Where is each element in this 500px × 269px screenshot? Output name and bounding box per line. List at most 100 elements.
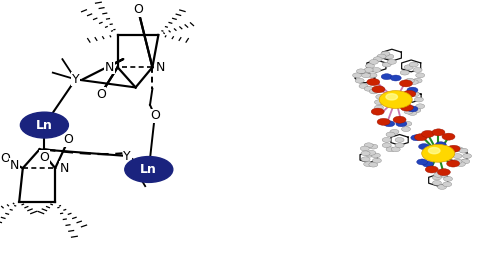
Circle shape [356, 69, 366, 74]
Circle shape [413, 78, 422, 83]
Circle shape [453, 159, 462, 164]
Circle shape [408, 111, 417, 115]
Circle shape [384, 121, 395, 127]
Circle shape [381, 74, 392, 80]
Circle shape [409, 80, 418, 84]
Circle shape [410, 92, 420, 97]
Circle shape [20, 112, 68, 138]
Text: Y: Y [124, 150, 131, 162]
Circle shape [370, 59, 378, 64]
Circle shape [453, 154, 462, 158]
Circle shape [403, 121, 412, 126]
Circle shape [404, 65, 413, 70]
Circle shape [438, 185, 446, 189]
Circle shape [436, 142, 446, 148]
Text: Y: Y [72, 73, 80, 86]
Circle shape [407, 106, 418, 112]
Circle shape [393, 116, 406, 123]
Circle shape [364, 86, 373, 91]
Circle shape [368, 73, 377, 78]
Circle shape [400, 70, 409, 75]
Text: N: N [60, 162, 70, 175]
Circle shape [372, 158, 382, 163]
Circle shape [407, 87, 418, 93]
Circle shape [355, 78, 364, 83]
Circle shape [406, 78, 414, 83]
Circle shape [374, 100, 384, 105]
Text: O: O [96, 88, 106, 101]
Circle shape [388, 59, 396, 64]
Circle shape [396, 121, 407, 127]
Text: N: N [10, 159, 19, 172]
Circle shape [462, 154, 471, 158]
Circle shape [400, 80, 412, 87]
Circle shape [432, 180, 442, 185]
Circle shape [366, 63, 374, 68]
Circle shape [391, 147, 400, 152]
Text: N: N [104, 61, 114, 74]
Circle shape [403, 90, 416, 97]
Text: N: N [156, 61, 166, 74]
Circle shape [366, 150, 376, 155]
Circle shape [414, 97, 424, 102]
Circle shape [369, 162, 378, 167]
Circle shape [386, 132, 395, 137]
Circle shape [416, 104, 424, 109]
Circle shape [364, 68, 373, 72]
Circle shape [432, 175, 442, 180]
Circle shape [374, 105, 384, 110]
Circle shape [444, 176, 452, 181]
Circle shape [442, 133, 455, 140]
Circle shape [411, 135, 422, 141]
Circle shape [454, 147, 464, 152]
Circle shape [416, 73, 424, 78]
Circle shape [446, 160, 460, 167]
Text: O: O [150, 109, 160, 122]
Circle shape [409, 62, 418, 67]
Circle shape [385, 54, 394, 59]
Circle shape [362, 73, 370, 78]
Circle shape [125, 157, 173, 182]
Circle shape [359, 84, 368, 89]
Circle shape [367, 79, 380, 86]
Circle shape [378, 100, 388, 105]
Circle shape [377, 118, 390, 125]
Circle shape [379, 91, 412, 108]
Circle shape [352, 73, 362, 78]
Circle shape [422, 144, 454, 162]
Circle shape [361, 157, 370, 162]
Circle shape [370, 89, 378, 94]
Circle shape [382, 143, 391, 148]
Circle shape [376, 94, 385, 99]
Circle shape [432, 129, 445, 136]
Circle shape [386, 147, 395, 152]
Circle shape [381, 51, 390, 56]
Circle shape [416, 159, 428, 165]
Circle shape [372, 153, 380, 158]
Circle shape [372, 68, 381, 72]
Text: O: O [40, 151, 50, 164]
Circle shape [382, 137, 391, 142]
Circle shape [403, 105, 412, 110]
Circle shape [413, 68, 422, 72]
Circle shape [372, 86, 385, 93]
Circle shape [386, 94, 398, 100]
Circle shape [390, 129, 399, 134]
Circle shape [459, 148, 468, 153]
Circle shape [438, 169, 450, 176]
Circle shape [447, 145, 460, 152]
Circle shape [439, 172, 448, 177]
Circle shape [390, 75, 401, 81]
Text: O: O [64, 133, 74, 146]
Circle shape [428, 147, 440, 154]
Circle shape [404, 109, 413, 114]
Circle shape [364, 143, 373, 148]
Text: Ln: Ln [36, 119, 53, 132]
Text: O: O [133, 3, 143, 16]
Circle shape [422, 161, 434, 167]
Circle shape [460, 159, 469, 164]
Circle shape [382, 62, 391, 67]
Circle shape [373, 57, 382, 62]
Circle shape [395, 143, 404, 148]
Circle shape [369, 144, 378, 149]
